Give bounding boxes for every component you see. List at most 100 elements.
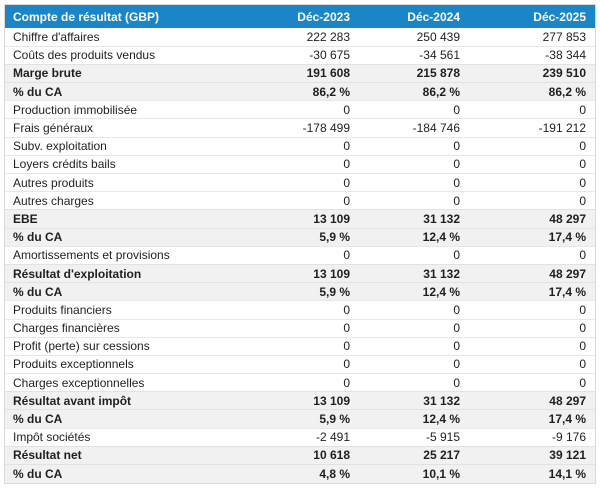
row-value: 0 <box>469 100 595 119</box>
row-value: 0 <box>469 154 595 174</box>
row-label: % du CA <box>5 409 248 429</box>
row-label: Autres charges <box>5 191 248 210</box>
table-row: Produits exceptionnels 0 0 0 <box>5 354 595 374</box>
row-label: Chiffre d'affaires <box>5 28 248 47</box>
row-value: 17,4 % <box>469 282 595 301</box>
row-label: EBE <box>5 209 248 229</box>
table-row: Loyers crédits bails 0 0 0 <box>5 154 595 174</box>
row-label: Charges exceptionnelles <box>5 373 248 392</box>
row-value: 0 <box>248 136 359 156</box>
row-value: -38 344 <box>469 45 595 65</box>
row-value: 5,9 % <box>248 409 359 429</box>
row-value: 0 <box>359 300 469 319</box>
table-row: Coûts des produits vendus -30 675 -34 56… <box>5 45 595 65</box>
row-value: -5 915 <box>359 427 469 447</box>
row-label: Impôt sociétés <box>5 427 248 447</box>
row-label: Autres produits <box>5 172 248 192</box>
column-header-dec-2024: Déc-2024 <box>359 5 469 28</box>
row-value: 277 853 <box>469 28 595 47</box>
row-value: 13 109 <box>248 391 359 410</box>
table-body: Chiffre d'affaires 222 283 250 439 277 8… <box>5 28 595 483</box>
table-row: Charges exceptionnelles 0 0 0 <box>5 373 595 392</box>
row-value: 86,2 % <box>248 82 359 101</box>
row-value: 0 <box>359 100 469 119</box>
row-value: 0 <box>359 336 469 356</box>
table-row: % du CA 5,9 % 12,4 % 17,4 % <box>5 227 595 247</box>
row-value: 5,9 % <box>248 227 359 247</box>
table-row: Impôt sociétés -2 491 -5 915 -9 176 <box>5 427 595 447</box>
row-value: 215 878 <box>359 63 469 83</box>
row-value: 13 109 <box>248 209 359 229</box>
row-value: 0 <box>469 245 595 265</box>
table-row: % du CA 5,9 % 12,4 % 17,4 % <box>5 282 595 301</box>
table-row: % du CA 4,8 % 10,1 % 14,1 % <box>5 463 595 483</box>
row-value: 31 132 <box>359 209 469 229</box>
row-value: 13 109 <box>248 263 359 283</box>
row-value: 31 132 <box>359 391 469 410</box>
row-value: 0 <box>359 318 469 338</box>
table-row: Résultat d'exploitation 13 109 31 132 48… <box>5 263 595 283</box>
table-header-row: Compte de résultat (GBP) Déc-2023 Déc-20… <box>5 5 595 28</box>
row-label: Résultat avant impôt <box>5 391 248 410</box>
row-value: 0 <box>359 191 469 210</box>
row-label: Produits financiers <box>5 300 248 319</box>
row-value: 10,1 % <box>359 463 469 483</box>
row-label: Production immobilisée <box>5 100 248 119</box>
row-value: -30 675 <box>248 45 359 65</box>
row-label: Profit (perte) sur cessions <box>5 336 248 356</box>
row-value: 0 <box>248 154 359 174</box>
row-value: 250 439 <box>359 28 469 47</box>
row-label: Loyers crédits bails <box>5 154 248 174</box>
table-row: % du CA 86,2 % 86,2 % 86,2 % <box>5 82 595 101</box>
row-value: 86,2 % <box>359 82 469 101</box>
row-label: % du CA <box>5 282 248 301</box>
row-value: 12,4 % <box>359 282 469 301</box>
row-value: 0 <box>469 300 595 319</box>
row-value: 0 <box>248 318 359 338</box>
row-label: Subv. exploitation <box>5 136 248 156</box>
row-value: 12,4 % <box>359 227 469 247</box>
row-label: Résultat net <box>5 445 248 465</box>
row-value: 0 <box>469 354 595 374</box>
table-row: Frais généraux -178 499 -184 746 -191 21… <box>5 118 595 138</box>
row-value: 0 <box>248 172 359 192</box>
row-label: Amortissements et provisions <box>5 245 248 265</box>
table-row: Chiffre d'affaires 222 283 250 439 277 8… <box>5 28 595 47</box>
row-value: 0 <box>248 336 359 356</box>
income-statement-table: Compte de résultat (GBP) Déc-2023 Déc-20… <box>5 5 595 483</box>
row-value: 4,8 % <box>248 463 359 483</box>
row-value: 14,1 % <box>469 463 595 483</box>
row-value: -184 746 <box>359 118 469 138</box>
table-row: % du CA 5,9 % 12,4 % 17,4 % <box>5 409 595 429</box>
row-value: -2 491 <box>248 427 359 447</box>
table-row: Produits financiers 0 0 0 <box>5 300 595 319</box>
row-value: 239 510 <box>469 63 595 83</box>
row-label: % du CA <box>5 463 248 483</box>
table-row: Subv. exploitation 0 0 0 <box>5 136 595 156</box>
row-value: 0 <box>248 373 359 392</box>
row-value: -191 212 <box>469 118 595 138</box>
row-value: 0 <box>359 172 469 192</box>
row-value: 5,9 % <box>248 282 359 301</box>
table-header: Compte de résultat (GBP) Déc-2023 Déc-20… <box>5 5 595 28</box>
row-value: 0 <box>248 100 359 119</box>
table-title: Compte de résultat (GBP) <box>5 5 248 28</box>
row-value: 86,2 % <box>469 82 595 101</box>
table-row: Profit (perte) sur cessions 0 0 0 <box>5 336 595 356</box>
column-header-dec-2025: Déc-2025 <box>469 5 595 28</box>
row-value: 0 <box>248 191 359 210</box>
row-value: 0 <box>359 373 469 392</box>
row-value: 10 618 <box>248 445 359 465</box>
row-value: 0 <box>469 336 595 356</box>
row-label: Marge brute <box>5 63 248 83</box>
row-value: -9 176 <box>469 427 595 447</box>
row-value: 0 <box>469 172 595 192</box>
row-value: 222 283 <box>248 28 359 47</box>
row-value: 0 <box>359 354 469 374</box>
table-row: Marge brute 191 608 215 878 239 510 <box>5 63 595 83</box>
row-value: 12,4 % <box>359 409 469 429</box>
row-value: 48 297 <box>469 391 595 410</box>
table-row: Résultat avant impôt 13 109 31 132 48 29… <box>5 391 595 410</box>
row-label: Charges financières <box>5 318 248 338</box>
